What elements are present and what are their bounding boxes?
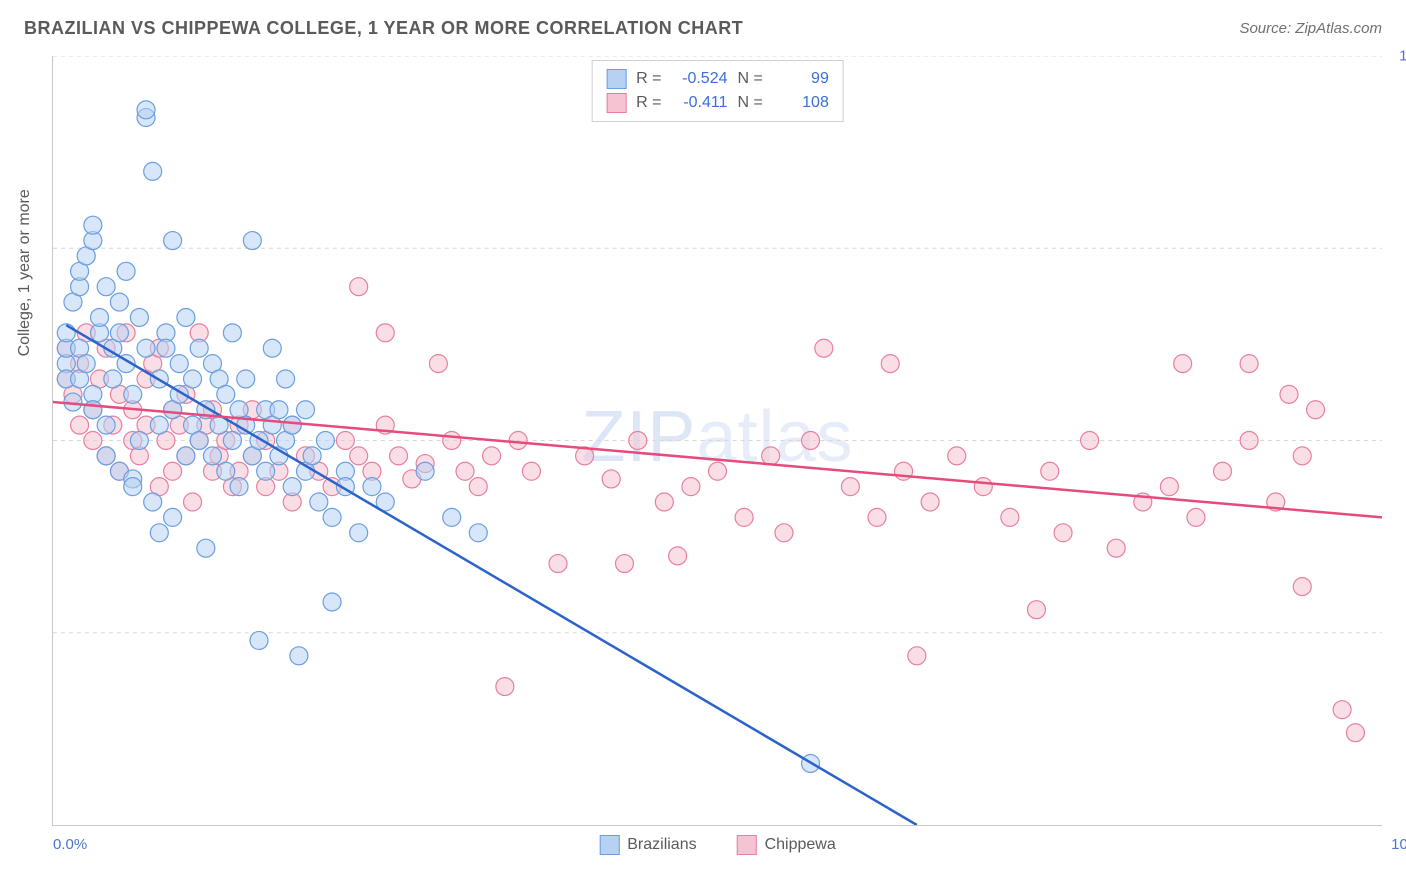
legend-row-chippewa: R = -0.411 N = 108 — [606, 91, 829, 115]
n-label: N = — [738, 70, 763, 88]
x-axis-min-label: 0.0% — [53, 836, 87, 853]
y-tick-label: 100.0% — [1399, 48, 1406, 65]
x-axis-max-label: 100.0% — [1391, 836, 1406, 853]
swatch-chippewa-btm — [737, 835, 757, 855]
r-label-2: R = — [636, 94, 661, 112]
swatch-brazilians-btm — [599, 835, 619, 855]
r-value-chippewa: -0.411 — [672, 94, 728, 112]
legend-label-brazilians: Brazilians — [627, 836, 696, 854]
n-value-chippewa: 108 — [773, 94, 829, 112]
legend-item-chippewa: Chippewa — [737, 835, 836, 855]
swatch-chippewa — [606, 93, 626, 113]
r-label: R = — [636, 70, 661, 88]
y-axis-title: College, 1 year or more — [16, 189, 34, 356]
legend-label-chippewa: Chippewa — [765, 836, 836, 854]
chart-plot-area: ZIPatlas R = -0.524 N = 99 R = -0.411 N … — [52, 56, 1382, 826]
n-value-brazilians: 99 — [773, 70, 829, 88]
legend-row-brazilians: R = -0.524 N = 99 — [606, 67, 829, 91]
n-label-2: N = — [738, 94, 763, 112]
series-legend: Brazilians Chippewa — [599, 835, 836, 855]
swatch-brazilians — [606, 69, 626, 89]
scatter-svg — [53, 56, 1382, 825]
chart-source: Source: ZipAtlas.com — [1239, 20, 1382, 37]
legend-item-brazilians: Brazilians — [599, 835, 696, 855]
chart-header: BRAZILIAN VS CHIPPEWA COLLEGE, 1 YEAR OR… — [24, 18, 1382, 39]
r-value-brazilians: -0.524 — [672, 70, 728, 88]
chart-title: BRAZILIAN VS CHIPPEWA COLLEGE, 1 YEAR OR… — [24, 18, 743, 39]
correlation-legend: R = -0.524 N = 99 R = -0.411 N = 108 — [591, 60, 844, 122]
